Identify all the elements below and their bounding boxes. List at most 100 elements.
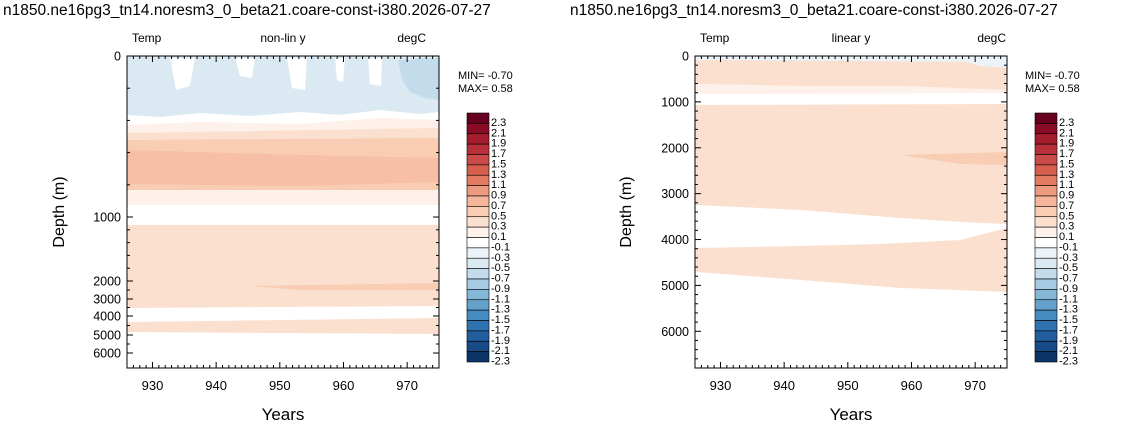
colorbar-swatch xyxy=(466,133,490,145)
colorbar-label: -2.1 xyxy=(1059,345,1078,357)
y-tick-label: 2000 xyxy=(661,141,689,155)
panel-1-center-label: non-lin y xyxy=(260,31,305,45)
colorbar-swatch xyxy=(466,195,490,207)
colorbar-swatch xyxy=(466,174,490,186)
colorbar-label: 2.1 xyxy=(1059,127,1074,139)
colorbar-swatch xyxy=(1034,216,1058,228)
panel-1-frame xyxy=(126,55,440,369)
panel-1-max: MAX= 0.58 xyxy=(458,83,513,95)
colorbar-swatch xyxy=(466,164,490,176)
colorbar-swatch xyxy=(1034,154,1058,166)
colorbar-label: -0.9 xyxy=(491,283,510,295)
contour-white-top-e xyxy=(368,58,382,86)
colorbar-label: 1.5 xyxy=(491,158,506,170)
y-tick-label: 4000 xyxy=(661,233,689,247)
panel-2-x-axis: 930 940 950 960 970 xyxy=(694,56,1008,393)
panel-2-right-label: degC xyxy=(977,31,1006,45)
colorbar-label: 0.1 xyxy=(1059,231,1074,243)
colorbar-label: 0.7 xyxy=(1059,200,1074,212)
colorbar-label: 1.3 xyxy=(491,169,506,181)
colorbar-label: -0.1 xyxy=(491,241,510,253)
colorbar-label: 0.5 xyxy=(1059,210,1074,222)
colorbar-label: -1.9 xyxy=(1059,335,1078,347)
colorbar-swatch xyxy=(466,226,490,238)
y-tick-label: 2000 xyxy=(93,275,121,289)
colorbar-swatch xyxy=(466,257,490,269)
colorbar-label: -0.5 xyxy=(1059,262,1078,274)
x-tick-label: 930 xyxy=(710,378,732,393)
colorbar-label: 1.7 xyxy=(491,148,506,160)
colorbar-swatch xyxy=(466,123,490,135)
colorbar-label: -1.7 xyxy=(491,324,510,336)
colorbar-swatch xyxy=(466,247,490,259)
colorbar-swatch xyxy=(1034,123,1058,135)
colorbar-swatch xyxy=(466,206,490,218)
colorbar-label: 0.3 xyxy=(491,221,506,233)
colorbar-swatch xyxy=(466,320,490,332)
panel-2-xlabel: Years xyxy=(830,405,873,424)
colorbar-label: -0.3 xyxy=(491,252,510,264)
colorbar-label: 1.1 xyxy=(1059,179,1074,191)
colorbar-label: 2.3 xyxy=(491,117,506,129)
colorbar-swatch xyxy=(1034,320,1058,332)
colorbar-label: 1.9 xyxy=(1059,138,1074,150)
y-tick-label: 1000 xyxy=(93,211,121,225)
colorbar-swatch xyxy=(1034,309,1058,321)
contour-negative-patch xyxy=(398,58,439,100)
colorbar-label: 2.3 xyxy=(1059,117,1074,129)
panel-1-right-label: degC xyxy=(397,31,426,45)
colorbar-label: -1.3 xyxy=(1059,304,1078,316)
colorbar-label: 0.3 xyxy=(1059,221,1074,233)
x-tick-label: 970 xyxy=(964,378,986,393)
panel-1-ylabel: Depth (m) xyxy=(51,176,68,247)
colorbar-label: 0.5 xyxy=(491,210,506,222)
colorbar-swatch xyxy=(466,289,490,301)
contour-white-top-b xyxy=(235,58,255,78)
colorbar-label: 0.7 xyxy=(491,200,506,212)
colorbar-swatch xyxy=(1034,133,1058,145)
contour-positive-4 xyxy=(127,150,439,186)
x-tick-label: 960 xyxy=(901,378,923,393)
colorbar-label: 0.9 xyxy=(491,190,506,202)
colorbar-label: 0.9 xyxy=(1059,190,1074,202)
contour-zero-deep xyxy=(695,205,1007,248)
y-tick-label: 3000 xyxy=(93,293,121,307)
colorbar-label: -0.1 xyxy=(1059,241,1078,253)
panel-2-center-label: linear y xyxy=(832,31,871,45)
colorbar-swatch xyxy=(1034,206,1058,218)
colorbar-label: 1.1 xyxy=(491,179,506,191)
contour-zero-band xyxy=(127,205,376,225)
panel-1-min: MIN= -0.70 xyxy=(458,70,513,82)
panel-1-y-axis: 0 1000 2000 3000 4000 5000 6000 xyxy=(93,50,439,361)
colorbar-label: 1.7 xyxy=(1059,148,1074,160)
colorbar-swatch xyxy=(1034,351,1058,363)
colorbar-label: -2.3 xyxy=(491,356,510,368)
colorbar-swatch xyxy=(1034,164,1058,176)
x-tick-label: 940 xyxy=(205,378,227,393)
y-tick-label: 5000 xyxy=(661,279,689,293)
y-tick-label: 0 xyxy=(114,50,121,64)
panel-2-min: MIN= -0.70 xyxy=(1025,70,1080,82)
colorbar-swatch xyxy=(1034,112,1058,124)
colorbar-label: -0.7 xyxy=(1059,273,1078,285)
y-tick-label: 3000 xyxy=(661,187,689,201)
colorbar-label: 2.1 xyxy=(491,127,506,139)
contour-positive-thin xyxy=(250,283,439,290)
colorbar-swatch xyxy=(466,351,490,363)
colorbar-label: 1.3 xyxy=(1059,169,1074,181)
x-tick-label: 930 xyxy=(142,378,164,393)
colorbar-swatch xyxy=(1034,299,1058,311)
colorbar-swatch xyxy=(1034,237,1058,249)
colorbar-label: -2.3 xyxy=(1059,356,1078,368)
colorbar-label: -1.1 xyxy=(1059,293,1078,305)
colorbar-swatch xyxy=(466,143,490,155)
panel-2-ylabel: Depth (m) xyxy=(618,176,635,247)
panel-2-plot: 930 940 950 960 970 0 1000 2000 3000 4000 5000 600… xyxy=(618,31,1080,424)
colorbar-swatch xyxy=(1034,268,1058,280)
panel-1-contours xyxy=(127,56,439,368)
panel-2-y-axis: 0 1000 2000 3000 4000 5000 6000 xyxy=(661,50,1007,369)
panel-2-colorbar: 2.32.11.91.71.51.31.10.90.70.50.30.1-0.1… xyxy=(1034,112,1078,368)
contour-white-top-a xyxy=(170,58,195,90)
colorbar-swatch xyxy=(466,268,490,280)
